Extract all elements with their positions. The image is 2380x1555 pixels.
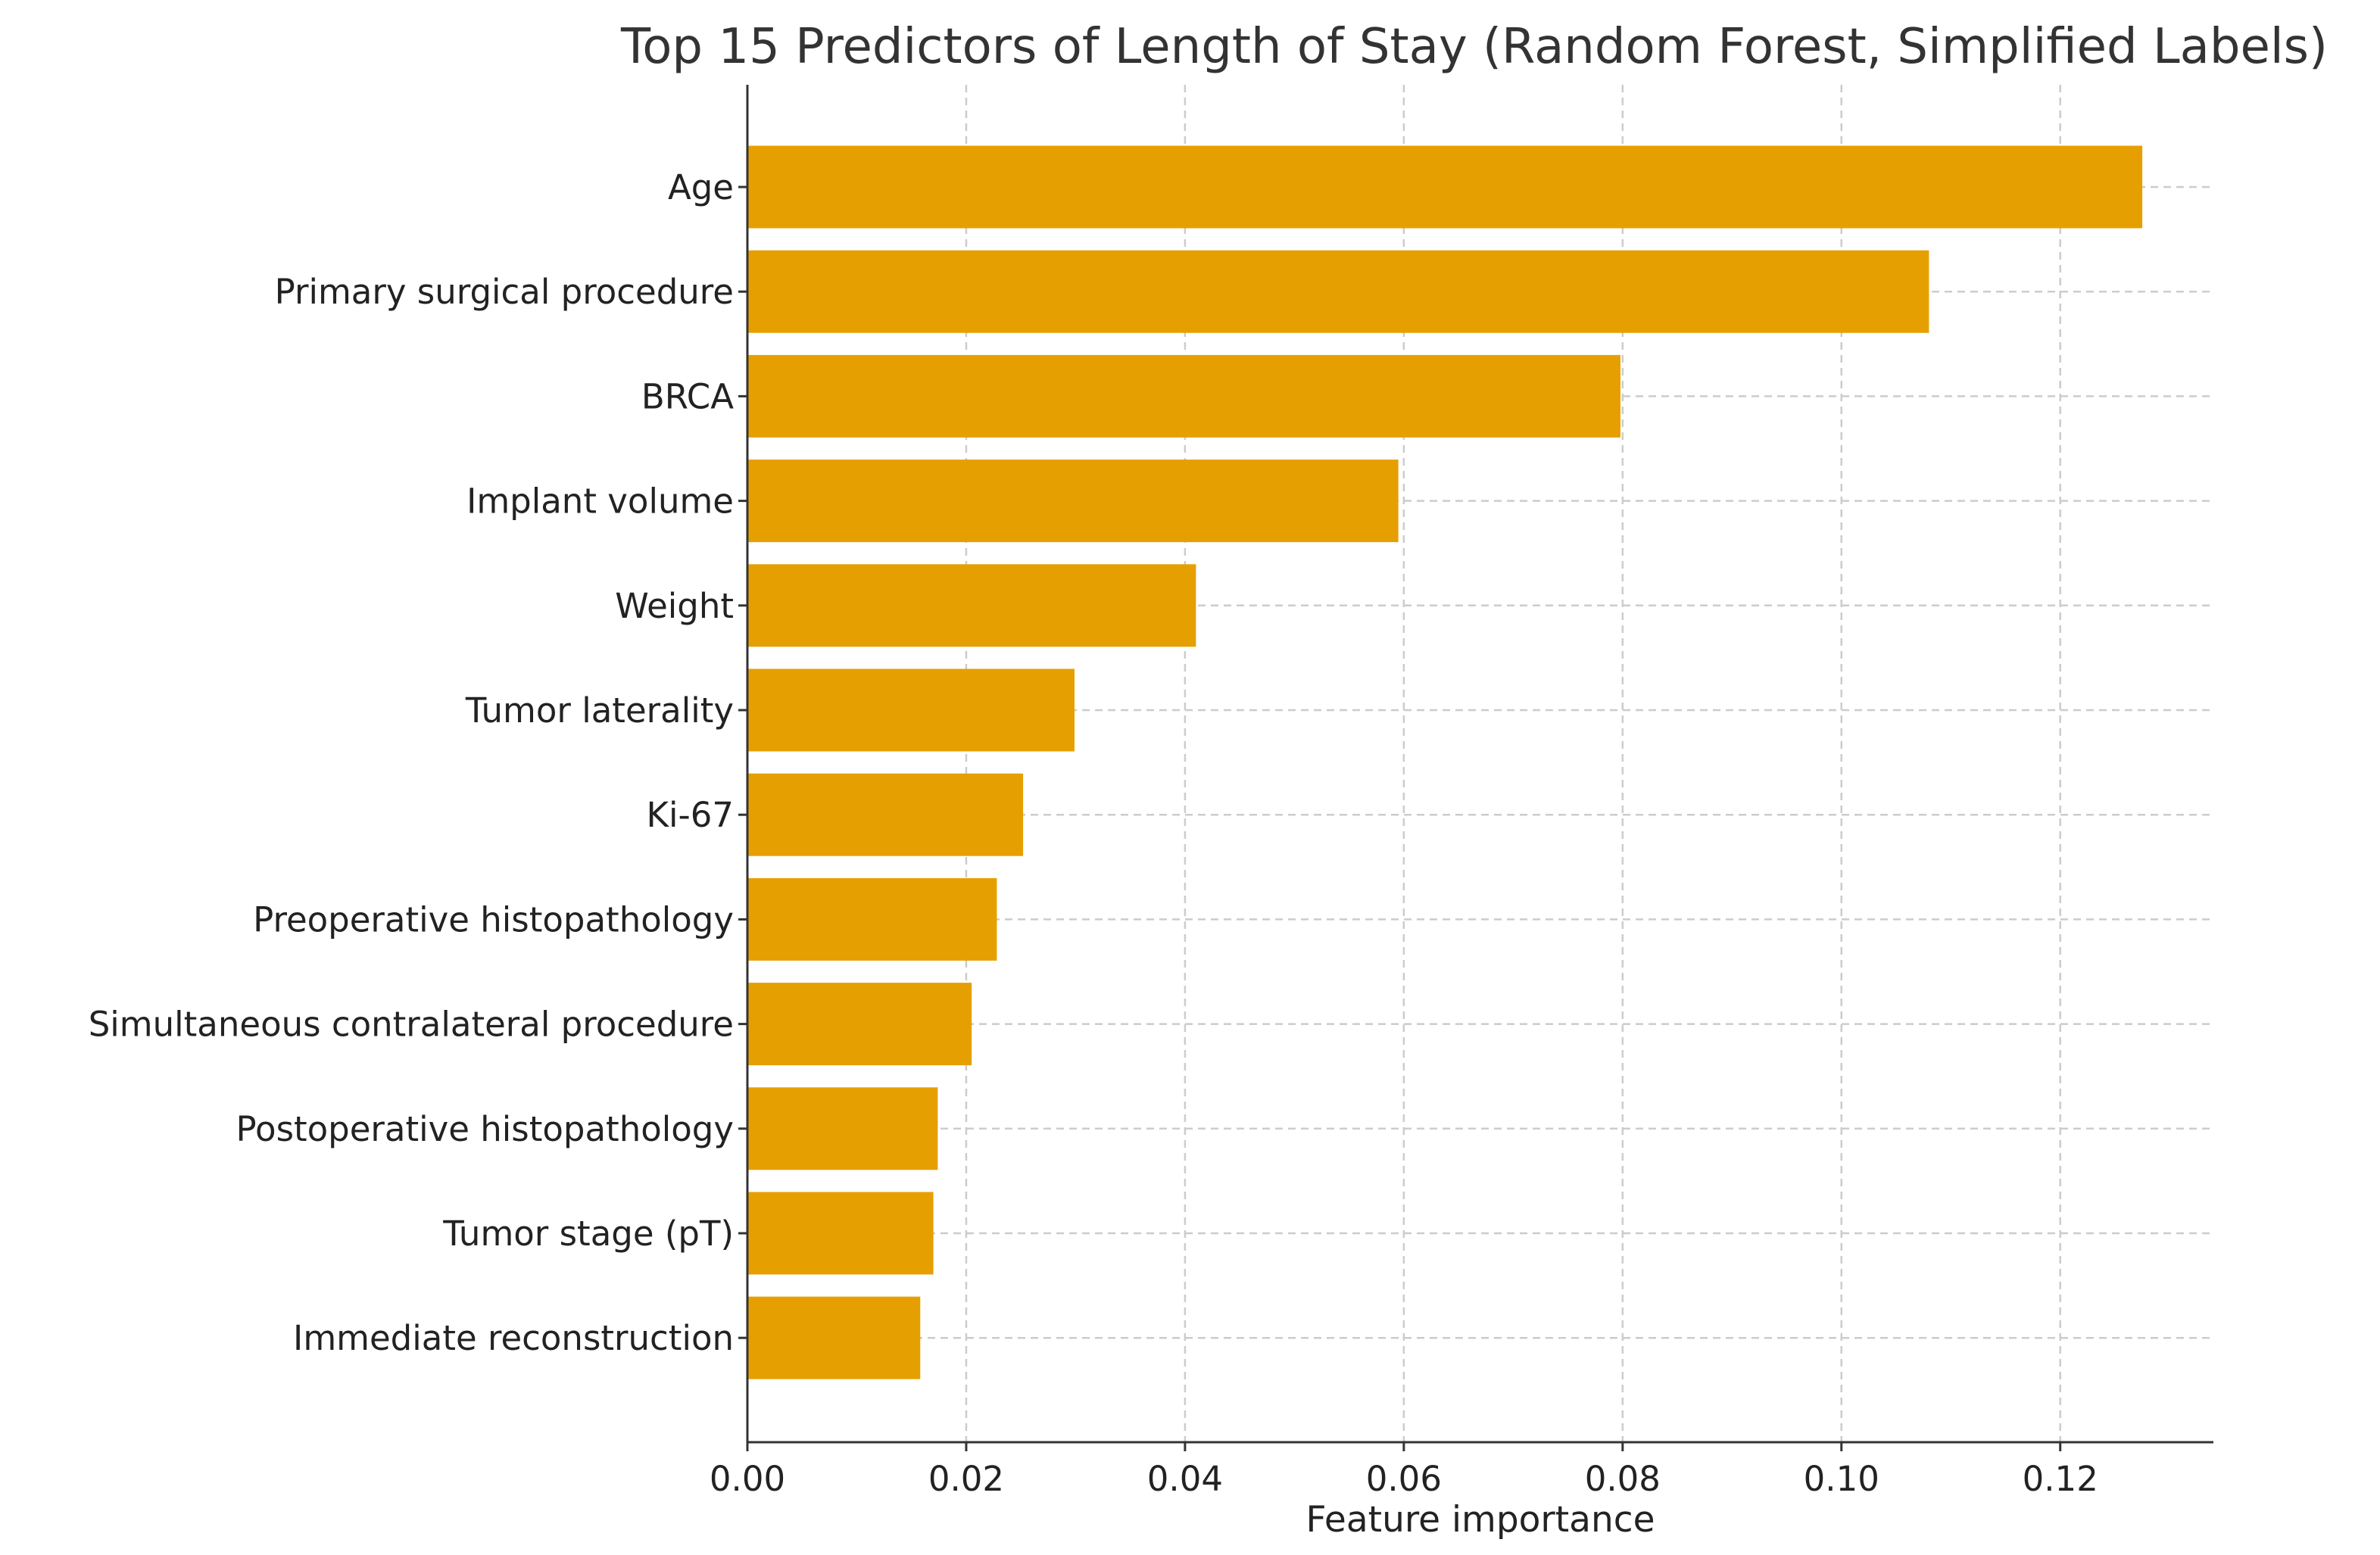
bars-layer [747, 145, 2143, 1379]
y-tick-label: Ki-67 [646, 795, 734, 835]
bar [747, 354, 1620, 438]
x-tick-label: 0.08 [1585, 1459, 1661, 1499]
y-tick-label: Tumor laterality [465, 690, 734, 731]
bar [747, 1192, 934, 1275]
chart-title: Top 15 Predictors of Length of Stay (Ran… [620, 19, 2328, 75]
y-tick-label: Weight [615, 586, 734, 626]
x-axis-label: Feature importance [1305, 1499, 1655, 1541]
bar [747, 1296, 921, 1379]
bar [747, 773, 1024, 856]
bar [747, 1087, 938, 1170]
y-tick-label: Simultaneous contralateral procedure [89, 1005, 734, 1045]
bar [747, 145, 2143, 229]
bar [747, 460, 1399, 543]
y-tick-label: Primary surgical procedure [275, 272, 734, 312]
bar [747, 250, 1929, 333]
y-tick-label: Immediate reconstruction [293, 1318, 734, 1358]
y-tick-label: Tumor stage (pT) [442, 1214, 734, 1254]
y-tick-label: BRCA [641, 376, 734, 416]
y-tick-label: Postoperative histopathology [236, 1109, 735, 1149]
x-tick-labels: 0.00 0.02 0.04 0.06 0.08 0.10 0.12 [710, 1442, 2098, 1499]
y-tick-label: Age [668, 167, 734, 207]
x-tick-label: 0.00 [710, 1459, 785, 1499]
x-tick-label: 0.10 [1804, 1459, 1879, 1499]
bar [747, 668, 1075, 752]
y-tick-labels: Age Primary surgical procedure BRCA Implant… [89, 167, 747, 1358]
x-tick-label: 0.06 [1366, 1459, 1442, 1499]
bar [747, 564, 1196, 647]
x-tick-label: 0.02 [928, 1459, 1004, 1499]
bar [747, 983, 972, 1066]
x-tick-label: 0.04 [1147, 1459, 1223, 1499]
x-tick-label: 0.12 [2023, 1459, 2098, 1499]
bar [747, 877, 997, 961]
y-tick-label: Preoperative histopathology [253, 899, 734, 940]
y-tick-label: Implant volume [466, 481, 734, 522]
